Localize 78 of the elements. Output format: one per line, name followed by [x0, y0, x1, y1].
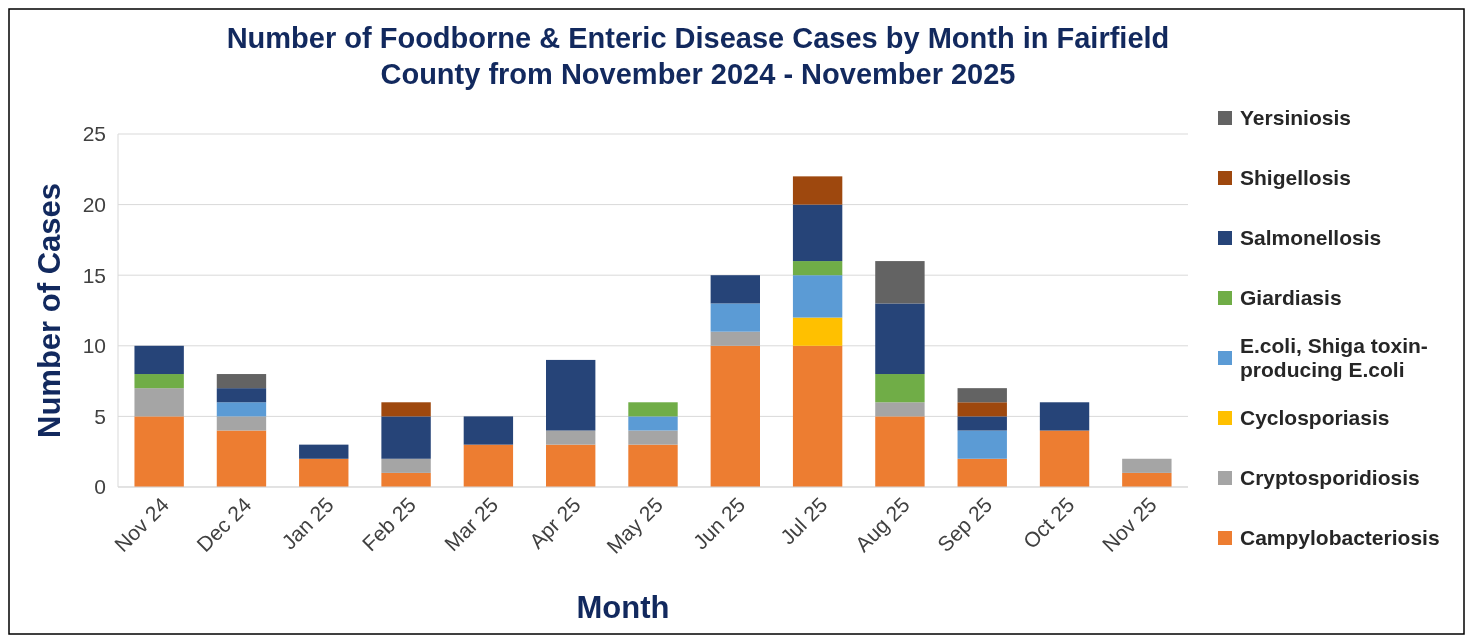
y-tick-label: 15	[82, 263, 106, 287]
bar	[216, 416, 267, 431]
bar	[792, 176, 843, 205]
x-tick-label: Feb 25	[357, 492, 421, 556]
bar	[1039, 402, 1090, 431]
legend-label: Campylobacteriosis	[1240, 526, 1440, 550]
bar	[710, 275, 760, 304]
bar	[381, 472, 431, 487]
bar	[1122, 472, 1172, 487]
bar	[134, 374, 184, 389]
bar	[875, 402, 925, 417]
legend-label: Cyclosporiasis	[1240, 406, 1390, 430]
legend-label: Salmonellosis	[1240, 226, 1382, 250]
x-tick-label: Dec 24	[192, 492, 256, 557]
bar	[546, 444, 596, 487]
x-tick-label: Jun 25	[688, 492, 750, 554]
y-tick-label: 20	[82, 192, 106, 216]
x-tick-label: Nov 25	[1097, 492, 1161, 557]
bar	[792, 317, 843, 346]
x-tick-label: Sep 25	[932, 492, 997, 557]
bar	[134, 345, 184, 375]
bar	[216, 374, 267, 389]
x-tick-label: Nov 24	[109, 492, 174, 557]
bar	[216, 402, 267, 417]
bar	[463, 444, 514, 487]
bar	[1122, 458, 1172, 473]
bar	[957, 416, 1007, 431]
bar	[875, 374, 925, 403]
legend-label: E.coli, Shiga toxin-producing E.coli	[1240, 334, 1428, 382]
bar	[792, 204, 843, 262]
bar	[299, 444, 349, 459]
bar	[546, 430, 596, 445]
bar	[957, 430, 1007, 459]
y-tick-label: 5	[94, 404, 106, 428]
bar	[957, 458, 1007, 487]
chart-title: Number of Foodborne & Enteric Disease Cases by Month in Fairfield County from November 2024 - November 2025	[226, 22, 1170, 90]
bar	[957, 402, 1007, 417]
bar	[710, 303, 760, 332]
y-tick-label: 25	[82, 122, 106, 146]
bar	[792, 261, 843, 276]
x-tick-label: May 25	[602, 492, 668, 558]
x-tick-label: Aug 25	[850, 492, 914, 557]
bar	[792, 345, 843, 487]
bar	[875, 261, 925, 304]
y-tick-label: 0	[94, 475, 106, 499]
x-tick-label: Mar 25	[439, 492, 503, 556]
bar	[216, 430, 267, 487]
bar	[875, 416, 925, 487]
bar	[628, 416, 678, 431]
bar	[134, 388, 184, 417]
bar	[710, 331, 760, 346]
y-axis-title: Number of Cases	[32, 183, 67, 438]
legend-label: Shigellosis	[1240, 166, 1351, 190]
bar	[381, 416, 431, 459]
bar	[628, 444, 678, 487]
y-tick-label: 10	[82, 334, 106, 358]
x-tick-label: Jul 25	[775, 492, 832, 549]
bar	[381, 458, 431, 473]
legend-label: Yersiniosis	[1240, 106, 1351, 130]
bar	[381, 402, 431, 417]
bar	[546, 359, 596, 431]
bar	[875, 303, 925, 375]
legend-label: Giardiasis	[1240, 286, 1342, 310]
bar	[134, 416, 184, 487]
bar	[463, 416, 514, 445]
bar	[792, 275, 843, 318]
x-tick-label: Apr 25	[524, 492, 585, 553]
bar	[628, 430, 678, 445]
bar	[710, 345, 760, 487]
legend-label: Cryptosporidiosis	[1240, 466, 1420, 490]
x-tick-label: Jan 25	[276, 492, 338, 554]
bar	[957, 388, 1007, 403]
bar	[628, 402, 678, 417]
bar	[216, 388, 267, 403]
x-axis-title: Month	[576, 590, 670, 625]
bar	[1039, 430, 1090, 487]
x-tick-label: Oct 25	[1018, 492, 1079, 553]
bar	[299, 458, 349, 487]
